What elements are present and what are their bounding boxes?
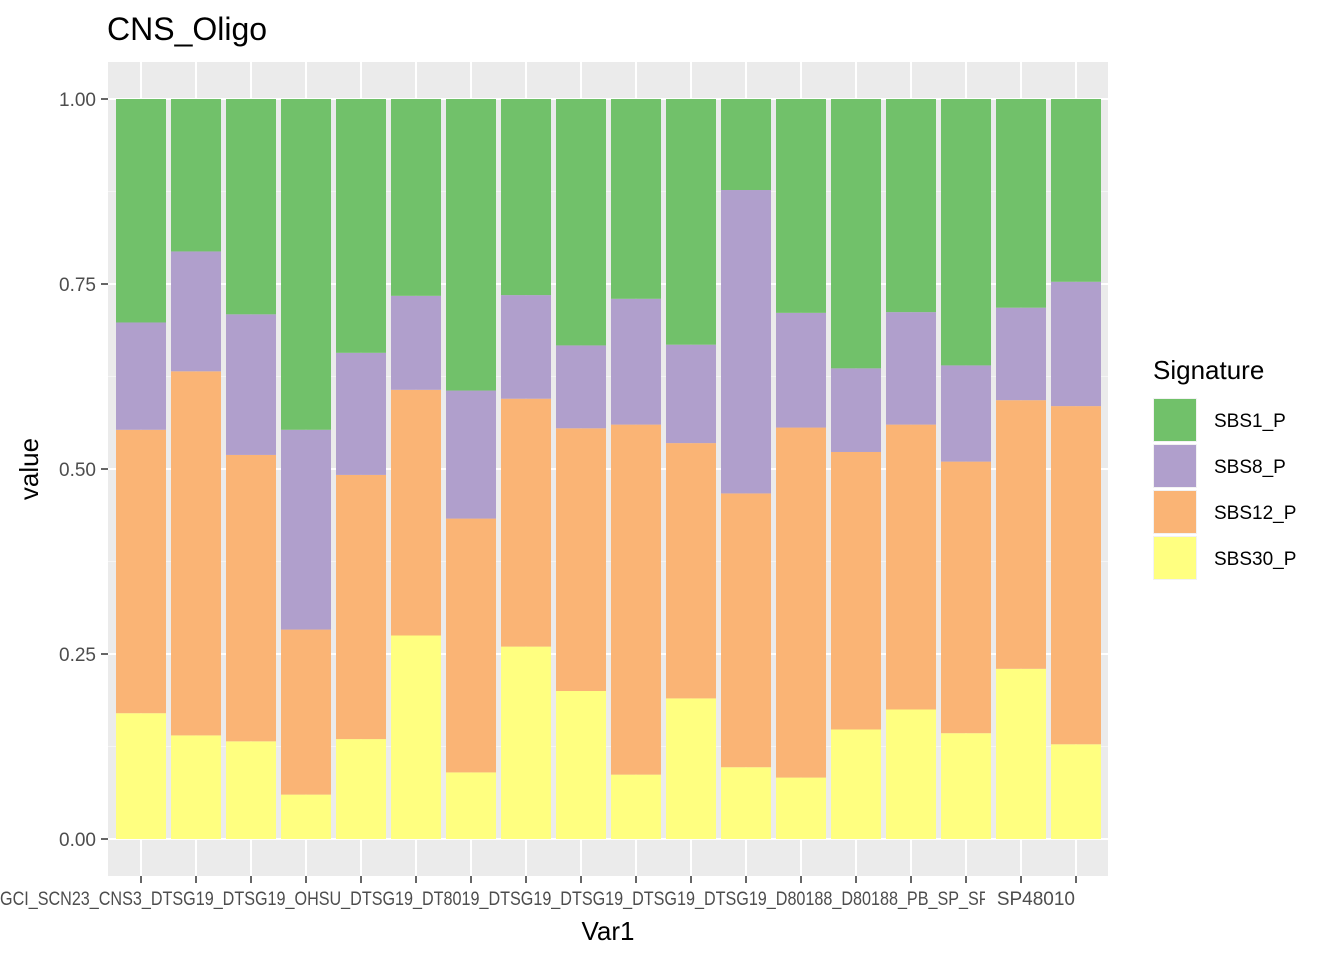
y-tick-label: 0.00 bbox=[59, 830, 96, 851]
bar-segment-sbs30-p bbox=[281, 794, 331, 839]
x-tick-label-last-bg bbox=[985, 886, 1077, 910]
y-tick-label: 0.50 bbox=[59, 460, 96, 481]
bar-segment-sbs1-p bbox=[996, 99, 1046, 308]
bar-segment-sbs30-p bbox=[831, 729, 881, 839]
legend-key-sbs8-p bbox=[1154, 445, 1196, 487]
bar-segment-sbs12-p bbox=[336, 474, 386, 740]
bar-segment-sbs12-p bbox=[1051, 406, 1101, 745]
bar-segment-sbs8-p bbox=[391, 295, 441, 390]
bar-segment-sbs1-p bbox=[171, 99, 221, 252]
bar-segment-sbs30-p bbox=[336, 739, 386, 839]
bar-segment-sbs8-p bbox=[336, 352, 386, 475]
y-axis-title: value bbox=[14, 438, 44, 500]
bar-segment-sbs8-p bbox=[501, 295, 551, 399]
bar-segment-sbs30-p bbox=[721, 767, 771, 839]
bar-segment-sbs30-p bbox=[611, 774, 661, 839]
bar-segment-sbs12-p bbox=[831, 451, 881, 730]
bar-segment-sbs12-p bbox=[171, 371, 221, 736]
chart-title: CNS_Oligo bbox=[107, 11, 267, 47]
bar-segment-sbs12-p bbox=[556, 428, 606, 691]
bar-segment-sbs8-p bbox=[831, 368, 881, 452]
bar-segment-sbs12-p bbox=[501, 398, 551, 647]
bar-segment-sbs8-p bbox=[721, 190, 771, 494]
bar-segment-sbs1-p bbox=[281, 99, 331, 430]
bar-segment-sbs12-p bbox=[116, 429, 166, 714]
x-tick-labels-overlapping: GCI_SCN23_CNS3_DTSG19_DTSG19_OHSU_DTSG19… bbox=[0, 889, 1074, 910]
bar-segment-sbs1-p bbox=[556, 99, 606, 346]
bar-segment-sbs8-p bbox=[281, 429, 331, 630]
bar-segment-sbs1-p bbox=[446, 99, 496, 391]
y-tick-label: 0.75 bbox=[59, 275, 96, 296]
bar-segment-sbs8-p bbox=[776, 312, 826, 428]
bar-segment-sbs8-p bbox=[611, 298, 661, 425]
legend-key-sbs12-p bbox=[1154, 491, 1196, 533]
bar-segment-sbs30-p bbox=[501, 646, 551, 839]
bar-segment-sbs12-p bbox=[996, 400, 1046, 669]
bar-segment-sbs1-p bbox=[666, 99, 716, 345]
bar-segment-sbs1-p bbox=[336, 99, 386, 353]
bar-segment-sbs12-p bbox=[611, 424, 661, 775]
legend-label: SBS8_P bbox=[1214, 457, 1286, 478]
bar-segment-sbs30-p bbox=[1051, 744, 1101, 839]
x-axis: GCI_SCN23_CNS3_DTSG19_DTSG19_OHSU_DTSG19… bbox=[0, 876, 1077, 910]
legend-label: SBS12_P bbox=[1214, 503, 1296, 524]
bar-segment-sbs30-p bbox=[941, 733, 991, 839]
bar-segment-sbs8-p bbox=[556, 345, 606, 429]
bar-segment-sbs1-p bbox=[226, 99, 276, 315]
bar-segment-sbs30-p bbox=[446, 772, 496, 839]
legend-title: Signature bbox=[1153, 355, 1264, 385]
bar-segment-sbs30-p bbox=[666, 698, 716, 839]
bar-segment-sbs8-p bbox=[941, 365, 991, 462]
bar-segment-sbs8-p bbox=[446, 390, 496, 519]
bar-segment-sbs12-p bbox=[391, 389, 441, 636]
x-tick-label-last: SP48010 bbox=[997, 889, 1075, 910]
legend: Signature SBS1_P SBS8_P SBS12_P SBS30_P bbox=[1153, 355, 1296, 580]
bar-segment-sbs12-p bbox=[446, 518, 496, 773]
bar-segment-sbs30-p bbox=[996, 668, 1046, 839]
bar-segment-sbs30-p bbox=[556, 691, 606, 839]
bar-segment-sbs12-p bbox=[886, 424, 936, 710]
plot-panel bbox=[108, 62, 1108, 876]
bar-segment-sbs1-p bbox=[831, 99, 881, 369]
legend-key-sbs1-p bbox=[1154, 399, 1196, 441]
bar-segment-sbs30-p bbox=[776, 777, 826, 839]
bar-segment-sbs12-p bbox=[941, 461, 991, 734]
bar-segment-sbs12-p bbox=[721, 493, 771, 768]
y-tick-label: 0.25 bbox=[59, 645, 96, 666]
legend-label: SBS30_P bbox=[1214, 549, 1296, 570]
bar-segment-sbs1-p bbox=[501, 99, 551, 296]
bar-segment-sbs30-p bbox=[116, 713, 166, 839]
bar-segment-sbs8-p bbox=[116, 322, 166, 430]
bar-segment-sbs8-p bbox=[886, 312, 936, 425]
bar-segment-sbs1-p bbox=[611, 99, 661, 299]
bar-segment-sbs1-p bbox=[941, 99, 991, 366]
y-tick-label: 1.00 bbox=[59, 90, 96, 111]
x-axis-title: Var1 bbox=[582, 916, 635, 946]
bar-segment-sbs30-p bbox=[391, 635, 441, 839]
bar-segment-sbs12-p bbox=[776, 427, 826, 778]
bar-segment-sbs12-p bbox=[226, 454, 276, 742]
bar-segment-sbs1-p bbox=[116, 99, 166, 323]
bar-segment-sbs8-p bbox=[666, 344, 716, 444]
bar-segment-sbs1-p bbox=[721, 99, 771, 191]
bar-segment-sbs8-p bbox=[226, 314, 276, 455]
bar-segment-sbs1-p bbox=[391, 99, 441, 296]
bar-segment-sbs8-p bbox=[996, 307, 1046, 401]
legend-label: SBS1_P bbox=[1214, 411, 1286, 432]
bar-segment-sbs8-p bbox=[171, 251, 221, 372]
bar-segment-sbs30-p bbox=[886, 709, 936, 839]
bar-segment-sbs8-p bbox=[1051, 281, 1101, 407]
bar-segment-sbs1-p bbox=[886, 99, 936, 313]
bar-segment-sbs30-p bbox=[226, 741, 276, 839]
legend-key-sbs30-p bbox=[1154, 537, 1196, 579]
bar-segment-sbs30-p bbox=[171, 735, 221, 839]
bar-segment-sbs1-p bbox=[1051, 99, 1101, 282]
bar-segment-sbs1-p bbox=[776, 99, 826, 313]
bar-segment-sbs12-p bbox=[281, 629, 331, 795]
y-axis: 0.00 0.25 0.50 0.75 1.00 bbox=[59, 90, 108, 851]
bar-segment-sbs12-p bbox=[666, 443, 716, 699]
